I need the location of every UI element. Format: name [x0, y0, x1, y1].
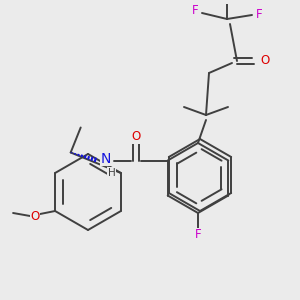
- Text: O: O: [31, 209, 40, 223]
- Text: F: F: [224, 0, 230, 4]
- Text: N: N: [100, 152, 111, 166]
- Text: O: O: [260, 55, 270, 68]
- Text: H: H: [108, 167, 116, 178]
- Text: F: F: [195, 229, 201, 242]
- Text: O: O: [131, 130, 140, 143]
- Text: F: F: [256, 8, 262, 20]
- Text: F: F: [192, 4, 198, 17]
